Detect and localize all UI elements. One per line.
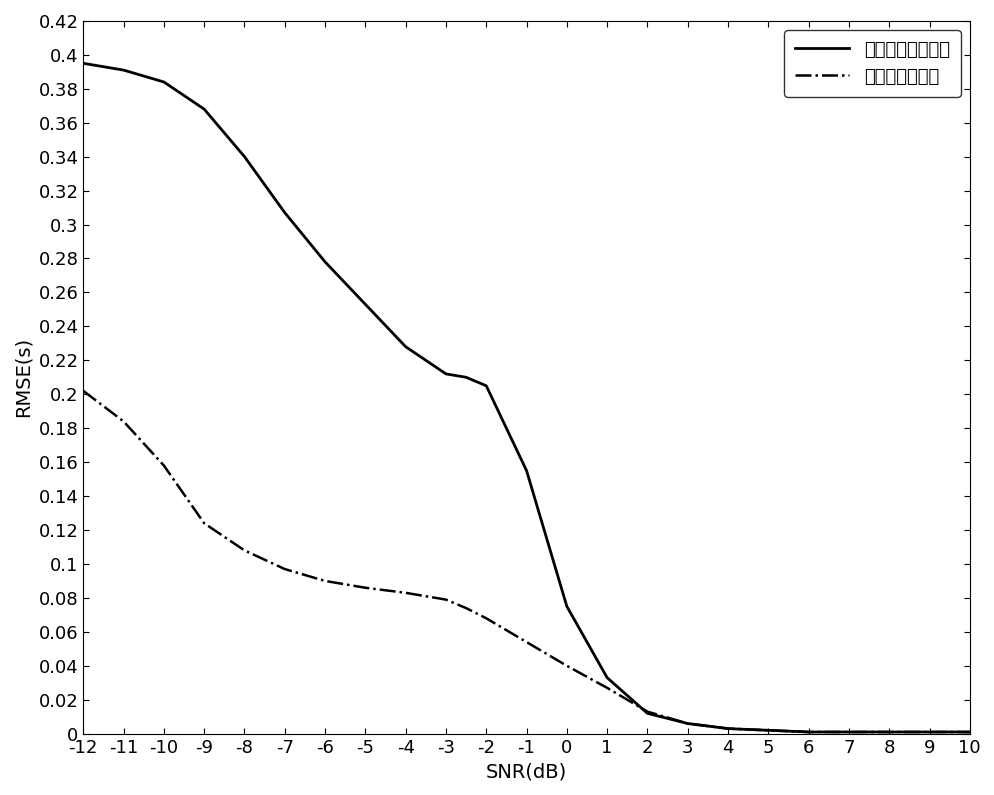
- 参考点时延差估计: [278, 208, 290, 218]
- 等效时延差估计: [883, 727, 895, 737]
- 等效时延差估计: [681, 719, 693, 728]
- 参考点时延差估计: [480, 381, 492, 390]
- 等效时延差估计: [520, 638, 532, 647]
- 参考点时延差估计: [883, 727, 895, 737]
- 等效时延差估计: [459, 603, 471, 613]
- 等效时延差估计: [198, 518, 210, 528]
- X-axis label: SNR(dB): SNR(dB): [485, 762, 567, 781]
- Line: 等效时延差估计: 等效时延差估计: [83, 391, 969, 732]
- 参考点时延差估计: [459, 373, 471, 382]
- 等效时延差估计: [802, 727, 814, 737]
- 等效时延差估计: [78, 386, 89, 396]
- 参考点时延差估计: [239, 152, 250, 161]
- 等效时延差估计: [158, 461, 170, 471]
- 等效时延差估计: [480, 614, 492, 623]
- 等效时延差估计: [278, 564, 290, 574]
- 等效时延差估计: [561, 661, 573, 670]
- 等效时延差估计: [842, 727, 854, 737]
- Legend: 参考点时延差估计, 等效时延差估计: 参考点时延差估计, 等效时延差估计: [783, 30, 960, 97]
- 等效时延差估计: [319, 576, 331, 586]
- 参考点时延差估计: [681, 719, 693, 728]
- 等效时延差估计: [117, 417, 129, 426]
- 等效时延差估计: [239, 545, 250, 555]
- 参考点时延差估计: [158, 77, 170, 87]
- Y-axis label: RMSE(s): RMSE(s): [14, 337, 33, 417]
- 参考点时延差估计: [802, 727, 814, 737]
- 等效时延差估计: [439, 595, 451, 604]
- 参考点时延差估计: [561, 602, 573, 611]
- 参考点时延差估计: [117, 65, 129, 75]
- 等效时延差估计: [922, 727, 934, 737]
- 等效时延差估计: [359, 583, 371, 592]
- 等效时延差估计: [600, 683, 612, 692]
- 参考点时延差估计: [359, 300, 371, 309]
- Line: 参考点时延差估计: 参考点时延差估计: [83, 64, 969, 732]
- 等效时延差估计: [761, 726, 773, 735]
- 参考点时延差估计: [198, 104, 210, 114]
- 参考点时延差估计: [400, 342, 412, 351]
- 参考点时延差估计: [761, 726, 773, 735]
- 参考点时延差估计: [722, 723, 734, 733]
- 参考点时延差估计: [963, 727, 975, 737]
- 等效时延差估计: [400, 588, 412, 598]
- 等效时延差估计: [641, 707, 653, 716]
- 等效时延差估计: [963, 727, 975, 737]
- 参考点时延差估计: [78, 59, 89, 68]
- 参考点时延差估计: [600, 673, 612, 682]
- 参考点时延差估计: [922, 727, 934, 737]
- 参考点时延差估计: [641, 708, 653, 718]
- 参考点时延差估计: [842, 727, 854, 737]
- 参考点时延差估计: [319, 257, 331, 266]
- 等效时延差估计: [722, 723, 734, 733]
- 参考点时延差估计: [520, 466, 532, 475]
- 参考点时延差估计: [439, 369, 451, 378]
